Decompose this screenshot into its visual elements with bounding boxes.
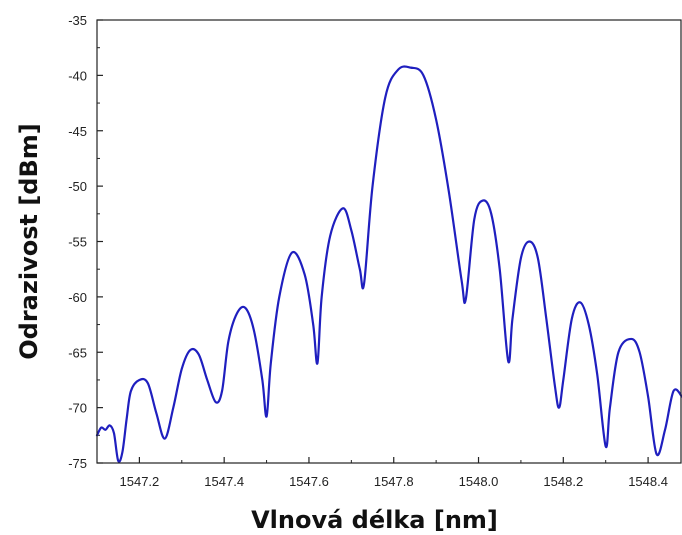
x-tick-label: 1547.4 [204, 474, 244, 489]
y-tick-label: -65 [68, 345, 87, 360]
plot-layer [95, 65, 682, 463]
y-tick-label: -45 [68, 124, 87, 139]
x-tick-label: 1547.6 [289, 474, 329, 489]
y-axis-ticks: -75 -70 -65 -60 -55 -50 -45 -40 -35 [68, 13, 103, 471]
x-tick-label: 1547.8 [374, 474, 414, 489]
y-tick-label: -40 [68, 68, 87, 83]
x-tick-label: 1548.0 [459, 474, 499, 489]
y-tick-label: -60 [68, 290, 87, 305]
reflectivity-series-line [95, 65, 682, 463]
y-tick-label: -75 [68, 456, 87, 471]
plot-frame [96, 19, 682, 464]
x-axis-title: Vlnová délka [nm] [251, 506, 498, 534]
y-axis-title: Odrazivost [dBm] [15, 123, 43, 359]
y-tick-label: -50 [68, 179, 87, 194]
x-tick-label: 1547.2 [120, 474, 160, 489]
x-tick-label: 1548.4 [628, 474, 668, 489]
x-tick-label: 1548.2 [543, 474, 583, 489]
y-tick-label: -70 [68, 401, 87, 416]
y-tick-label: -55 [68, 235, 87, 250]
y-tick-label: -35 [68, 13, 87, 28]
